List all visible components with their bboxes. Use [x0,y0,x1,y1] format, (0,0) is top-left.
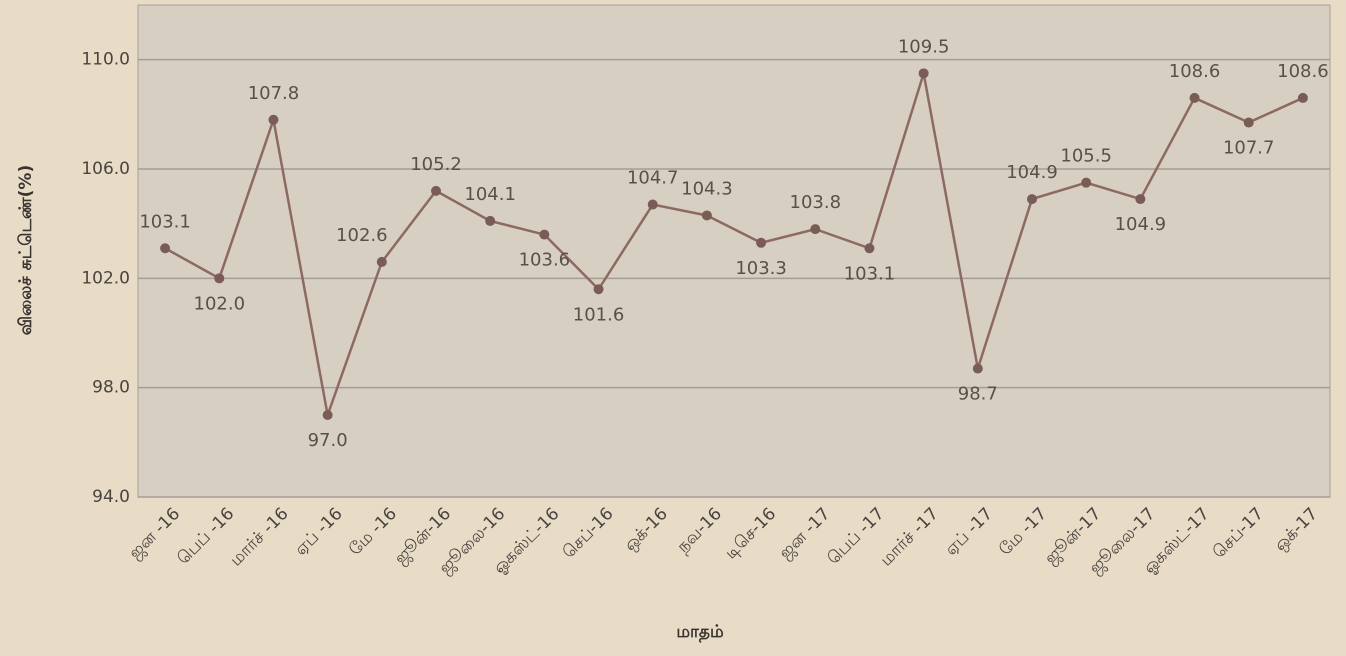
marker [322,410,333,420]
marker [756,237,767,248]
data-label: 103.8 [790,192,842,213]
x-tick-label: செப்-16 [559,504,618,563]
y-tick-label: 98.0 [92,378,130,398]
marker [593,284,604,295]
data-label: 103.3 [735,258,787,279]
data-label: 103.6 [519,250,571,271]
marker [1081,177,1092,188]
data-label: 104.9 [1006,162,1058,183]
marker [1189,92,1200,103]
marker [918,68,929,79]
data-label: 104.3 [681,178,733,199]
marker [810,224,821,235]
marker [1243,117,1254,128]
data-label: 103.1 [844,263,896,284]
marker [485,215,496,226]
data-label: 108.6 [1169,61,1221,82]
x-tick-label: மார்ச் -17 [876,504,942,570]
marker [214,273,225,284]
data-label: 107.7 [1223,138,1275,159]
x-tick-label: நவ-16 [673,504,726,557]
marker [1027,194,1037,205]
line [164,72,1304,420]
data-label: 105.2 [410,154,462,175]
y-axis-label: விலைச் சுட்டெண்(%) [16,165,36,335]
marker [1135,194,1146,205]
x-tick-label: ஏப் -17 [941,504,997,560]
plot-area [137,4,1331,498]
marker [376,256,387,267]
x-tick-label: டிசெ-16 [721,504,780,563]
x-tick-label: மார்ச் -16 [226,504,292,570]
marker [160,243,171,254]
marker [268,114,279,125]
marker [647,199,658,210]
marker [431,185,441,196]
y-tick-label: 102.0 [81,268,130,288]
data-label: 101.6 [573,304,625,325]
data-label: 107.8 [248,83,300,104]
data-label: 109.5 [898,36,950,57]
data-label: 104.1 [464,184,516,205]
x-tick-label: ஏப் -16 [291,504,347,560]
x-tick-label: செப்-17 [1209,504,1268,563]
marker [972,363,983,374]
data-label: 102.6 [336,225,388,246]
marker [1297,92,1308,103]
marker [701,210,712,221]
data-label: 103.1 [139,211,191,232]
data-label: 105.5 [1060,146,1112,167]
marker [864,243,875,254]
data-label: 108.6 [1277,61,1329,82]
data-label: 98.7 [958,384,998,405]
x-axis-label: மாதம் [676,622,724,642]
y-tick-label: 110.0 [81,50,130,70]
data-label: 97.0 [308,430,348,451]
marker [539,229,550,240]
y-tick-label: 106.0 [81,159,130,179]
data-label: 104.7 [627,168,679,189]
data-label: 104.9 [1115,214,1167,235]
x-tick-label: ஒக்-16 [620,504,672,556]
x-tick-label: ஒக்-17 [1270,504,1322,556]
y-tick-label: 94.0 [92,487,130,507]
data-label: 102.0 [194,293,246,314]
